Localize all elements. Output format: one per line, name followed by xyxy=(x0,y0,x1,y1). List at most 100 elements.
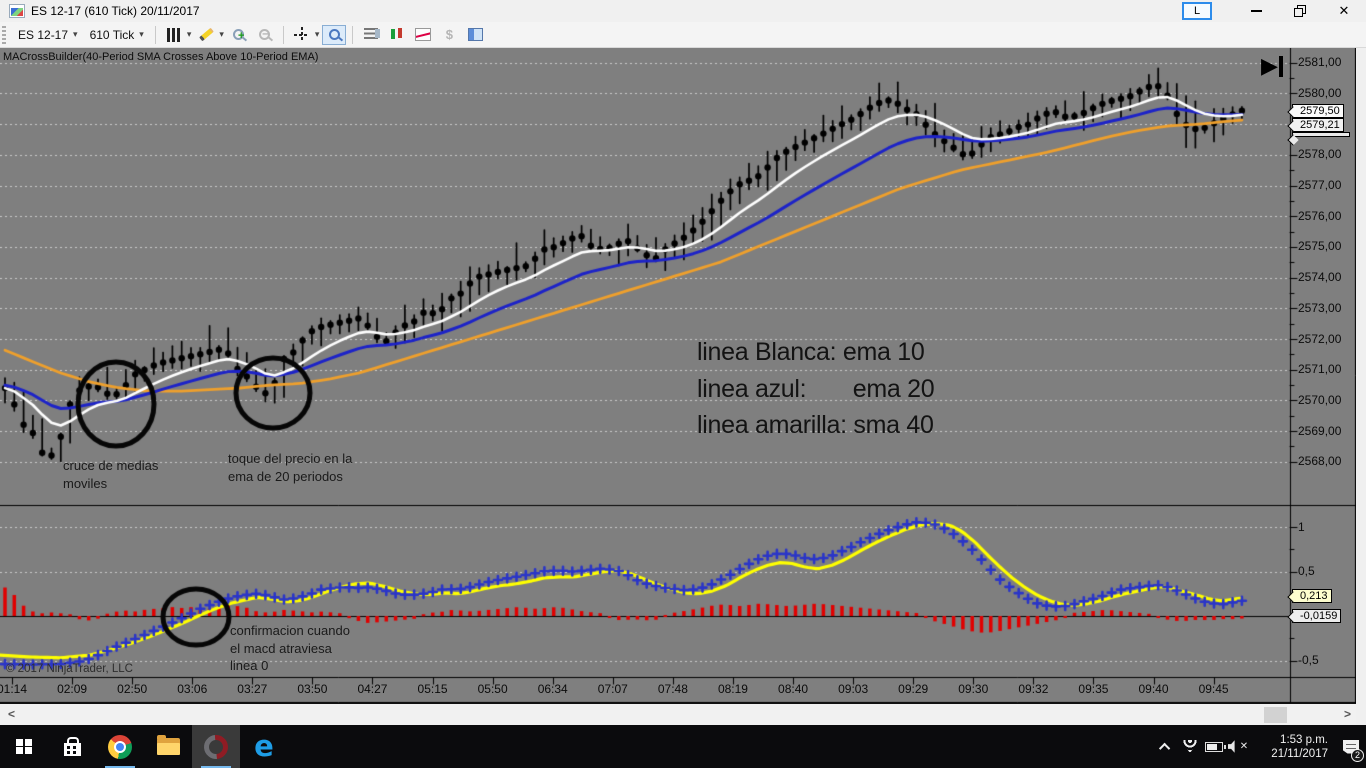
zoom-in-icon: + xyxy=(233,29,245,42)
price-chart-canvas[interactable] xyxy=(0,48,1356,703)
taskbar-item-chrome[interactable] xyxy=(96,725,144,768)
time-axis-label: 09:29 xyxy=(898,682,929,696)
time-axis-label: 05:50 xyxy=(477,682,508,696)
taskbar-item-explorer[interactable] xyxy=(144,725,192,768)
windows-taskbar: e ✕ 1:53 p.m. 21/11/2017 2 xyxy=(0,725,1366,768)
taskbar-item-edge[interactable]: e xyxy=(240,725,288,768)
dollar-icon: $ xyxy=(445,27,454,42)
price-axis-label: 2576,00 xyxy=(1298,208,1342,223)
app-chart-icon xyxy=(9,4,25,18)
legend-line: linea Blanca: ema 10 xyxy=(697,338,925,366)
macd-diff-marker: -0,0159 xyxy=(1292,609,1342,623)
time-axis-label: 06:34 xyxy=(537,682,568,696)
chevron-down-icon[interactable]: ▾ xyxy=(314,29,320,39)
indicators-button[interactable] xyxy=(385,25,409,45)
account-button[interactable]: $ xyxy=(437,25,461,45)
note-ema20-touch: toque del precio en la ema de 20 periodos xyxy=(228,451,353,484)
interval-label: 610 Tick xyxy=(89,27,135,42)
time-axis-label: 05:15 xyxy=(417,682,448,696)
legend-line: linea amarilla: sma 40 xyxy=(697,411,934,439)
tray-show-hidden-icons[interactable] xyxy=(1154,725,1178,768)
price-marker-partial xyxy=(1292,132,1350,137)
chrome-icon xyxy=(108,734,132,759)
price-axis-label: 2578,00 xyxy=(1298,147,1342,162)
line-chart-icon xyxy=(415,28,432,41)
magnifier-icon xyxy=(328,29,340,40)
tray-battery[interactable] xyxy=(1202,725,1226,768)
minimize-button[interactable] xyxy=(1234,0,1278,22)
tray-network[interactable] xyxy=(1178,725,1202,768)
tray-volume-muted[interactable]: ✕ xyxy=(1226,725,1250,768)
time-axis-label: 08:19 xyxy=(717,682,748,696)
title-bar: ES 12-17 (610 Tick) 20/11/2017 L ✕ xyxy=(0,0,1366,22)
price-axis-label: 2581,00 xyxy=(1298,55,1342,70)
clock-time: 1:53 p.m. xyxy=(1280,733,1328,746)
candles-icon xyxy=(389,27,405,42)
macd-axis-label: 1 xyxy=(1298,519,1305,534)
taskbar-item-store[interactable] xyxy=(48,725,96,768)
note-macd-confirmation: confirmacion cuando el macd atraviesa line… xyxy=(230,623,350,673)
time-axis-label: 09:32 xyxy=(1018,682,1049,696)
note-ma-cross: cruce de medias moviles xyxy=(63,458,159,491)
play-icon: ▶ xyxy=(1261,53,1278,78)
zoom-out-icon: – xyxy=(259,28,271,40)
scrollbar-thumb[interactable] xyxy=(1264,707,1287,723)
time-axis-label: 04:27 xyxy=(357,682,388,696)
instrument-dropdown[interactable]: ES 12-17 ▾ xyxy=(12,26,84,44)
close-button[interactable]: ✕ xyxy=(1338,3,1350,18)
time-axis-label: 08:40 xyxy=(778,682,809,696)
action-center-button[interactable]: 2 xyxy=(1336,725,1366,768)
price-axis-label: 2574,00 xyxy=(1298,270,1342,285)
taskbar-item-ninjatrader-active[interactable] xyxy=(192,725,240,768)
properties-button[interactable] xyxy=(463,25,487,45)
time-axis-label: 02:50 xyxy=(117,682,148,696)
tray-clock[interactable]: 1:53 p.m. 21/11/2017 xyxy=(1256,733,1328,761)
toolbar-grip[interactable] xyxy=(2,25,6,44)
price-axis-label: 2580,00 xyxy=(1298,85,1342,100)
chart-style-button[interactable] xyxy=(162,25,186,45)
bar-style-icon xyxy=(167,27,181,42)
macd-axis-label: -0,5 xyxy=(1298,653,1319,667)
start-button[interactable] xyxy=(0,725,48,768)
chevron-up-icon xyxy=(1158,742,1171,754)
properties-icon xyxy=(467,28,483,41)
crosshair-button[interactable] xyxy=(290,25,314,45)
horizontal-scrollbar[interactable]: < > xyxy=(0,703,1356,725)
chevron-down-icon: ▾ xyxy=(139,29,144,39)
scroll-left-arrow[interactable]: < xyxy=(8,707,16,721)
format-button[interactable] xyxy=(359,25,383,45)
time-axis-label: 01:14 xyxy=(0,682,28,696)
interval-dropdown[interactable]: 610 Tick ▾ xyxy=(84,26,150,44)
price-axis-label: 2570,00 xyxy=(1298,392,1342,407)
chevron-down-icon[interactable]: ▾ xyxy=(186,29,192,39)
zoom-out-button[interactable]: – xyxy=(253,25,277,45)
link-button[interactable]: L xyxy=(1182,2,1212,20)
restore-button[interactable] xyxy=(1278,0,1322,22)
window-title: ES 12-17 (610 Tick) 20/11/2017 xyxy=(31,4,200,18)
time-axis-label: 09:45 xyxy=(1198,682,1229,696)
strategy-button[interactable] xyxy=(411,25,435,45)
data-box-button[interactable] xyxy=(322,24,347,45)
edge-icon: e xyxy=(254,729,274,763)
price-axis-label: 2572,00 xyxy=(1298,331,1342,346)
time-axis-label: 09:03 xyxy=(838,682,869,696)
folder-icon xyxy=(156,735,180,755)
time-axis-label: 07:48 xyxy=(657,682,688,696)
price-axis-label: 2573,00 xyxy=(1298,300,1342,315)
price-axis-label: 2568,00 xyxy=(1298,454,1342,469)
price-axis-label: 2575,00 xyxy=(1298,239,1342,254)
battery-icon xyxy=(1205,741,1226,752)
go-to-last-bar-button[interactable]: ▶ xyxy=(1261,53,1284,78)
time-axis-label: 09:40 xyxy=(1138,682,1169,696)
chevron-down-icon[interactable]: ▾ xyxy=(219,29,224,39)
zoom-in-button[interactable]: + xyxy=(227,25,251,45)
chart-toolbar: ES 12-17 ▾ 610 Tick ▾ ▾ ▾ + – ▾ $ xyxy=(0,22,1366,48)
instrument-label: ES 12-17 xyxy=(18,27,69,42)
time-axis-label: 02:09 xyxy=(57,682,88,696)
drawing-tools-button[interactable] xyxy=(194,25,218,45)
speaker-muted-icon: ✕ xyxy=(1227,740,1248,753)
scroll-right-arrow[interactable]: > xyxy=(1344,707,1352,721)
price-axis-label: 2571,00 xyxy=(1298,362,1342,377)
time-axis-label: 03:27 xyxy=(237,682,268,696)
wifi-icon xyxy=(1182,740,1198,753)
